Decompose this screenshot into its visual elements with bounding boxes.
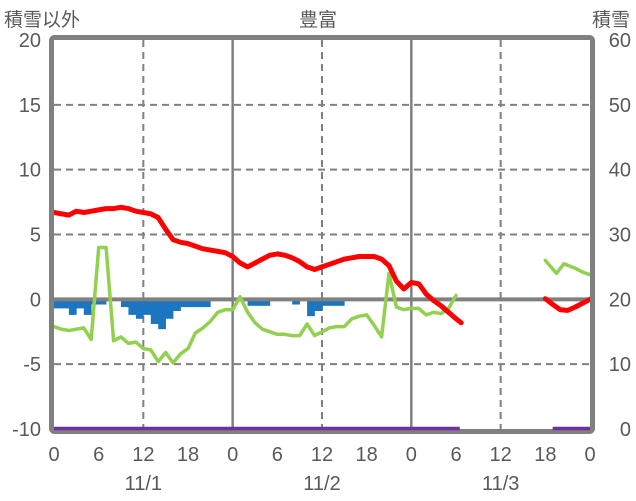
- right-axis-tick-label: 10: [609, 354, 631, 376]
- blue-bars: [314, 299, 323, 312]
- x-axis-hour-label: 6: [272, 444, 283, 466]
- blue-bars: [188, 299, 196, 308]
- right-axis-tick-label: 50: [609, 95, 631, 117]
- x-axis-hour-label: 0: [227, 444, 238, 466]
- blue-bars: [83, 299, 92, 315]
- left-axis-tick-label: 10: [19, 160, 41, 182]
- left-axis-title: 積雪以外: [4, 10, 81, 31]
- blue-bars: [336, 299, 345, 306]
- chart-title: 豊富: [298, 10, 337, 31]
- blue-bars: [61, 299, 70, 309]
- right-axis-tick-label: 20: [609, 289, 631, 311]
- blue-bars: [54, 299, 62, 309]
- right-axis-title: 積雪: [591, 10, 630, 31]
- left-axis-tick-label: -5: [23, 354, 41, 376]
- blue-bars: [329, 299, 338, 306]
- blue-bars: [150, 299, 159, 324]
- blue-bars: [255, 299, 263, 306]
- x-axis-hour-label: 0: [406, 444, 417, 466]
- blue-bars: [76, 299, 85, 309]
- blue-bars: [128, 299, 137, 315]
- plot-border: [49, 35, 595, 434]
- x-axis-date-label: 11/2: [303, 473, 340, 495]
- blue-bars: [135, 299, 144, 319]
- left-axis-tick-label: 20: [19, 30, 41, 52]
- x-axis-date-label: 11/3: [482, 473, 519, 495]
- x-axis-hour-label: 0: [48, 444, 59, 466]
- blue-bars: [143, 299, 152, 315]
- blue-bars: [307, 299, 315, 317]
- blue-bars: [195, 299, 204, 308]
- blue-bars: [292, 299, 300, 305]
- blue-bars: [322, 299, 330, 306]
- x-axis-date-label: 11/1: [125, 473, 162, 495]
- x-axis-hour-label: 12: [132, 444, 154, 466]
- blue-bars: [202, 299, 211, 308]
- x-axis-hour-label: 18: [534, 444, 556, 466]
- red-line: [51, 204, 464, 326]
- left-axis-tick-label: -10: [12, 419, 41, 441]
- x-axis-hour-label: 0: [584, 444, 595, 466]
- x-axis-hour-label: 6: [450, 444, 461, 466]
- right-axis-tick-label: 0: [620, 419, 631, 441]
- x-axis-hour-label: 18: [177, 444, 199, 466]
- blue-bars: [262, 299, 271, 306]
- right-axis-tick-label: 40: [609, 160, 631, 182]
- x-axis-hour-label: 12: [311, 444, 333, 466]
- right-axis-tick-label: 60: [609, 30, 631, 52]
- blue-bars: [173, 299, 181, 312]
- x-axis-hour-label: 18: [356, 444, 378, 466]
- x-axis-hour-label: 12: [490, 444, 512, 466]
- red-line: [542, 296, 593, 313]
- blue-bars: [121, 299, 129, 308]
- left-axis-tick-label: 15: [19, 95, 41, 117]
- x-axis-hour-label: 6: [93, 444, 104, 466]
- blue-bars: [158, 299, 166, 330]
- blue-bars: [165, 299, 174, 319]
- left-axis-tick-label: 5: [30, 225, 41, 247]
- green-line: [52, 245, 458, 365]
- left-axis-tick-label: 0: [30, 289, 41, 311]
- blue-bars: [180, 299, 189, 308]
- blue-bars: [68, 299, 77, 315]
- right-axis-tick-label: 30: [609, 225, 631, 247]
- blue-bars: [247, 299, 256, 306]
- green-line: [543, 258, 592, 277]
- blue-bars: [98, 299, 107, 305]
